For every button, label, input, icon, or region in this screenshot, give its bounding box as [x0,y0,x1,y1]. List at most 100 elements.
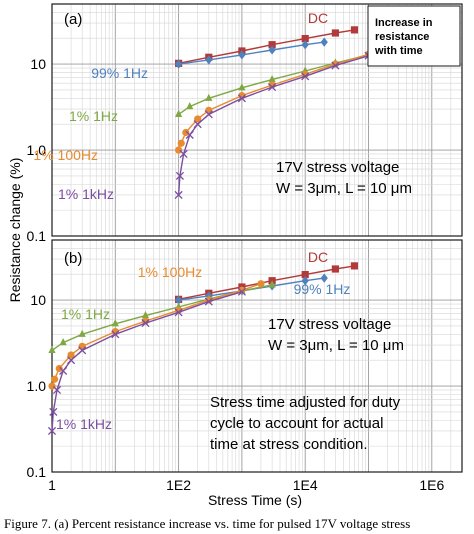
series-label: DC [308,10,328,26]
data-point [48,345,56,353]
data-point [350,262,359,270]
x-tick-label: 1E4 [293,477,318,493]
data-point [78,346,87,355]
y-axis-label: Resistance change (%) [7,158,23,303]
data-point [141,310,150,319]
y-tick-label: 10 [30,56,46,72]
data-point [174,295,183,305]
data-point [47,426,57,436]
series-99-1hz: 99% 1Hz [91,37,328,81]
data-point [177,139,185,147]
annotation: W = 3μm, L = 10 μm [276,180,412,197]
series-1-1khz: 1% 1kHz [47,287,246,436]
plot-frame [51,3,463,237]
data-point [66,356,76,365]
series-label: 99% 1Hz [294,281,351,297]
data-point [320,273,328,283]
data-point [55,364,63,373]
annotation-duty-cycle: Stress time adjusted for duty cycle to ac… [210,394,401,453]
x-tick-label: 1 [48,477,56,493]
data-point [174,308,183,317]
chart-panel-a: 0.1 1.0 10 DC 99% 1Hz 1% 1Hz 1% 100Hz 1% 1kHz (a… [27,3,463,244]
data-point [111,330,120,339]
data-point [175,171,185,180]
chart-panel-b: 0.1 1.0 10 1 1E2 1E4 1E6 DC 99% 1Hz 1% 1Hz 1% 100H… [27,239,463,493]
data-point [179,149,188,159]
data-point [331,61,340,70]
series-label: 1% 100Hz [138,264,203,280]
data-point [237,94,246,103]
data-point [67,351,75,359]
series-label: 1% 1kHz [56,416,112,432]
data-point [111,319,119,327]
data-point [331,29,340,37]
data-point [174,146,183,154]
x-tick-label: 1E2 [166,477,191,493]
data-point [59,338,67,346]
data-point [185,130,194,139]
data-point [301,270,309,279]
data-point [52,385,62,395]
series-1-1khz: 1% 1kHz [58,51,373,202]
data-point [257,280,265,288]
y-tick-label: 0.1 [27,228,47,244]
data-point [268,280,276,288]
panel-label: (b) [64,250,82,267]
data-point [78,329,86,337]
series-label: 1% 100Hz [33,147,98,163]
x-tick-label: 1E6 [419,477,444,493]
data-point [49,407,58,416]
series-line [178,29,355,64]
data-point [350,26,359,34]
series-99-1hz: 99% 1Hz [174,273,351,305]
data-point [205,55,213,65]
panel-label: (a) [64,11,82,28]
series-label: 99% 1Hz [91,65,148,81]
annotation: 17V stress voltage [268,316,391,333]
data-point [59,366,68,375]
data-point [51,375,59,383]
data-point [182,128,190,137]
data-point [141,319,150,328]
data-point [186,102,194,110]
series-label: 1% 1Hz [69,108,118,124]
note-box [367,5,461,67]
data-point [174,109,183,117]
y-tick-label: 0.1 [27,464,47,480]
x-axis-label: Stress Time (s) [208,492,302,508]
data-point [174,59,183,69]
data-point [193,120,202,129]
data-point [301,40,309,50]
y-tick-label: 10 [30,292,46,308]
data-point [268,41,276,49]
data-point [301,34,309,43]
plot-frame [51,239,463,473]
data-point [268,74,276,83]
data-point [194,115,202,123]
data-point [301,72,310,81]
data-point [237,287,246,296]
data-point [320,37,328,47]
data-point [268,45,276,55]
figure-caption: Figure 7. (a) Percent resistance increas… [4,516,411,531]
data-point [48,382,56,390]
data-point [174,190,183,200]
series-1-100hz: 1% 100Hz [33,44,392,163]
data-point [204,297,213,306]
series-label: DC [308,249,328,265]
y-tick-label: 1.0 [27,142,47,158]
data-point [238,50,246,60]
data-point [204,110,213,119]
annotation: W = 3μm, L = 10 μm [268,337,404,354]
data-point [238,83,246,91]
data-point [301,276,309,286]
note-box-text: Increase in resistance with time [374,17,433,57]
series-1-1hz: 1% 1Hz [69,44,403,124]
series-label: 1% 1Hz [61,306,110,322]
data-point [331,265,340,273]
series-label: 1% 1kHz [58,186,114,202]
data-point [268,83,277,92]
annotation: 17V stress voltage [276,159,399,176]
data-point [205,93,213,101]
